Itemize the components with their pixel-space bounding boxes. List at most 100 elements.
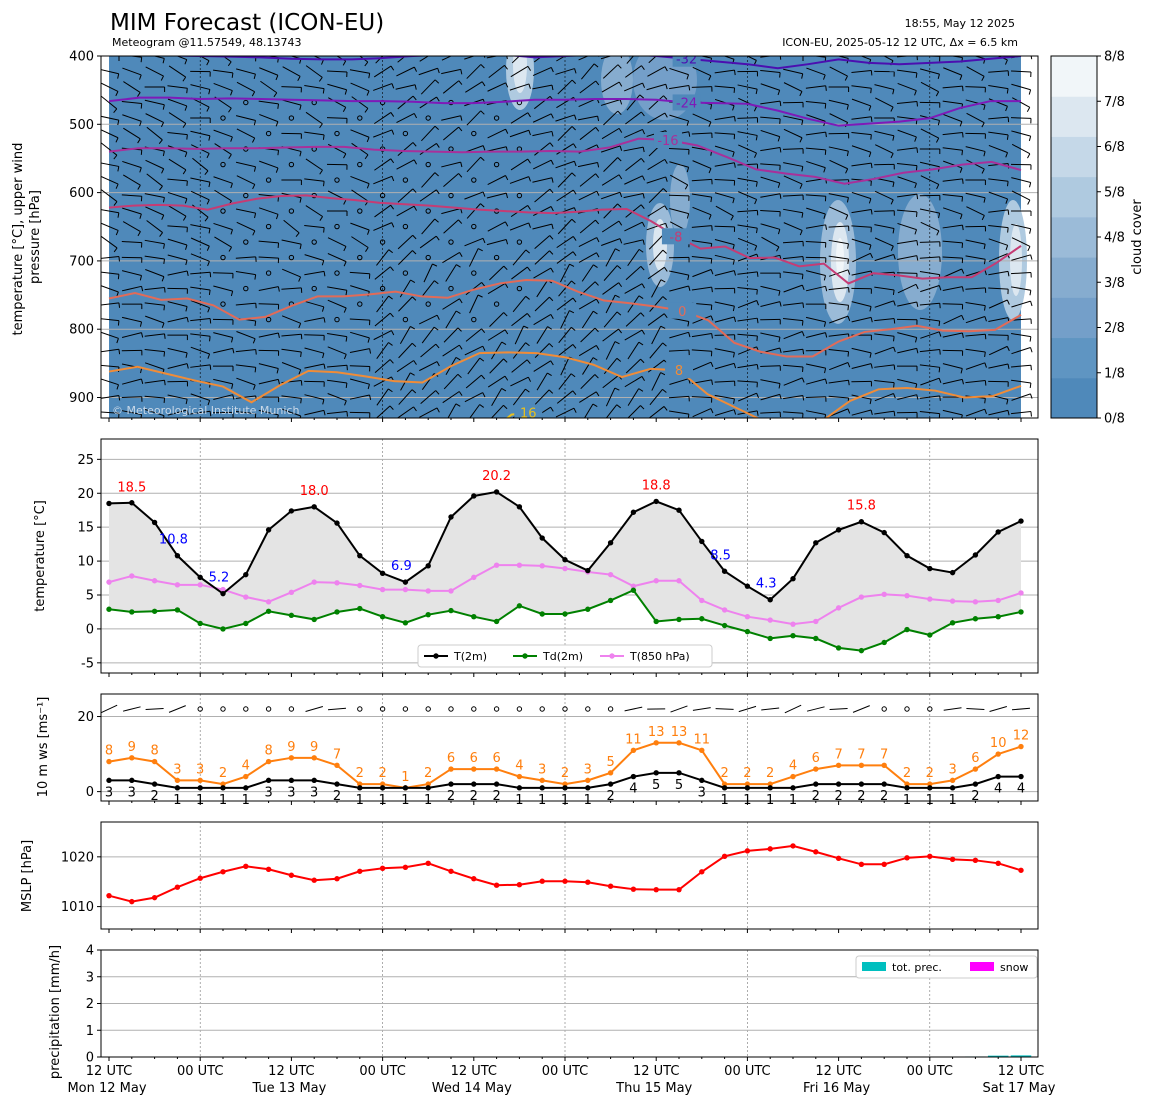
- gust-value-label: 10: [990, 736, 1007, 751]
- gust-value-label: 2: [561, 766, 569, 781]
- data-point: [858, 519, 865, 525]
- gust-value-label: 6: [492, 751, 500, 766]
- data-point: [516, 562, 523, 568]
- data-point: [721, 781, 728, 787]
- data-point: [721, 568, 728, 574]
- data-point: [265, 777, 272, 784]
- data-point: [995, 529, 1001, 535]
- data-point: [767, 597, 773, 603]
- gust-value-label: 3: [173, 762, 181, 777]
- gust-value-label: 7: [333, 747, 341, 762]
- wind-value-label: 2: [857, 789, 865, 804]
- data-point: [539, 777, 545, 784]
- data-point: [288, 872, 295, 878]
- extreme-label: 6.9: [391, 559, 412, 574]
- day-label: Tue 13 May: [251, 1081, 326, 1096]
- wind-value-label: 1: [196, 793, 204, 808]
- data-point: [653, 618, 659, 625]
- extreme-label: 5.2: [209, 571, 230, 586]
- y-tick-label: 600: [69, 186, 94, 201]
- y-tick-label: 0: [86, 622, 94, 637]
- data-point: [493, 781, 500, 787]
- wind-barb: [852, 705, 870, 713]
- data-point: [790, 785, 796, 791]
- gust-value-label: 7: [880, 747, 888, 762]
- data-point: [379, 586, 386, 593]
- gust-value-label: 6: [971, 751, 979, 766]
- y-tick-label: 4: [86, 944, 94, 959]
- time-tick-label: 12 UTC: [633, 1064, 679, 1079]
- data-point: [927, 565, 933, 572]
- data-point: [927, 596, 933, 602]
- wind-value-label: 1: [242, 793, 250, 808]
- data-point: [151, 608, 158, 614]
- gust-value-label: 7: [834, 747, 842, 762]
- data-point: [243, 571, 249, 578]
- data-point: [562, 781, 568, 787]
- calm-wind-marker: [402, 706, 409, 712]
- calm-wind-marker: [904, 706, 910, 712]
- data-point: [402, 579, 409, 585]
- colorbar-swatch: [1051, 257, 1097, 298]
- data-point: [448, 514, 454, 520]
- data-point: [927, 632, 933, 638]
- data-point: [106, 579, 112, 585]
- data-point: [197, 582, 203, 588]
- colorbar-tick-label: 4/8: [1104, 231, 1125, 246]
- legend-entry: T(850 hPa): [629, 650, 690, 663]
- data-point: [562, 878, 568, 884]
- data-point: [197, 785, 203, 791]
- day-label: Sat 17 May: [983, 1081, 1056, 1096]
- wind-barb: [1011, 707, 1031, 711]
- wind-value-label: 3: [287, 785, 295, 800]
- data-point: [516, 504, 523, 510]
- data-point: [379, 570, 386, 576]
- wind-value-label: 1: [743, 793, 751, 808]
- calm-wind-marker: [265, 706, 272, 712]
- calm-wind-marker: [516, 706, 523, 712]
- wind-value-label: 2: [333, 789, 341, 804]
- wind-value-label: 1: [720, 793, 728, 808]
- data-point: [904, 552, 910, 559]
- calm-wind-marker: [425, 706, 431, 712]
- data-point: [630, 509, 637, 515]
- data-point: [858, 861, 865, 868]
- isotherm-line: [155, 56, 1022, 70]
- colorbar-swatch: [1051, 337, 1097, 379]
- data-point: [265, 527, 272, 533]
- data-point: [562, 785, 568, 791]
- isotherm-label: -8: [669, 230, 682, 245]
- data-point: [106, 777, 112, 784]
- data-point: [607, 571, 614, 578]
- data-point: [265, 608, 272, 614]
- data-point: [813, 766, 819, 772]
- y-tick-label: 1010: [61, 900, 94, 915]
- time-tick-label: 12 UTC: [268, 1064, 314, 1079]
- data-point: [927, 781, 933, 787]
- extreme-label: 4.3: [756, 577, 777, 592]
- time-tick-label: 00 UTC: [359, 1064, 405, 1079]
- copyright-notice: © Meteorological Institute Munich: [112, 404, 299, 417]
- data-point: [129, 755, 135, 761]
- data-point: [1018, 867, 1024, 873]
- y-tick-label: 20: [77, 487, 94, 502]
- calm-wind-marker: [448, 706, 454, 712]
- data-point: [516, 785, 523, 791]
- time-tick-label: 00 UTC: [907, 1064, 953, 1079]
- data-point: [767, 846, 773, 852]
- data-point: [676, 886, 682, 893]
- data-point: [972, 599, 979, 605]
- legend-entry: T(2m): [453, 650, 487, 663]
- gust-value-label: 5: [606, 755, 614, 770]
- data-point: [471, 766, 477, 772]
- wind-barb: [168, 705, 186, 713]
- y-tick-label: 10: [77, 555, 94, 570]
- data-point: [1018, 743, 1024, 750]
- data-point: [357, 552, 363, 559]
- day-label: Thu 15 May: [615, 1081, 692, 1096]
- colorbar-tick-label: 2/8: [1104, 321, 1125, 336]
- isotherm-label: -32: [676, 53, 697, 68]
- wind-value-label: 2: [834, 789, 842, 804]
- wind-value-label: 3: [310, 785, 318, 800]
- calm-wind-marker: [288, 706, 295, 712]
